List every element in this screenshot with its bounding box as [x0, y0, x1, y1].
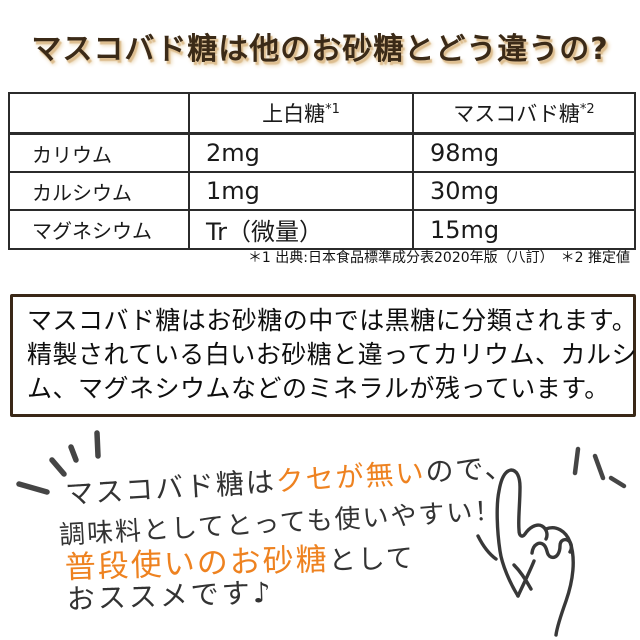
col-header-muscovado: マスコバド糖*2: [412, 92, 636, 135]
col-header-johakuto-label: 上白糖: [262, 102, 326, 126]
description-line: 精製されている白いお砂糖と違ってカリウム、カルシウ: [27, 340, 640, 369]
handwritten-line-4: おススメです♪: [66, 575, 275, 616]
muscovado-value: 98mg: [412, 132, 636, 173]
description-line: マスコバド糖はお砂糖の中では黒糖に分類されます。: [27, 306, 638, 335]
table-row-magnesium: マグネシウム Tr（微量） 15mg: [8, 209, 636, 250]
col-header-empty: [8, 92, 190, 135]
row-label: カリウム: [8, 132, 190, 173]
johakuto-value: 2mg: [188, 132, 414, 173]
page-title: マスコバド糖は他のお砂糖とどう違うの?: [31, 32, 609, 67]
emphasis-burst-left-icon: [16, 430, 101, 495]
pointing-hand-icon: [476, 446, 627, 637]
table-row-calcium: カルシウム 1mg 30mg: [8, 171, 636, 211]
col-header-muscovado-note: *2: [579, 102, 595, 117]
row-label: カルシウム: [8, 171, 190, 211]
muscovado-value: 30mg: [412, 171, 636, 211]
table-header-row: 上白糖*1 マスコバド糖*2: [8, 92, 636, 135]
description-line: ム、マグネシウムなどのミネラルが残っています。: [27, 374, 610, 403]
col-header-johakuto-note: *1: [325, 102, 340, 117]
johakuto-value: Tr（微量）: [188, 209, 414, 250]
handwritten-text-highlight: クセが無い: [274, 455, 427, 499]
table-row-potassium: カリウム 2mg 98mg: [8, 132, 636, 173]
handwritten-text: として: [328, 542, 416, 577]
table-footnote: ＊1 出典:日本食品標準成分表2020年版（八訂） ＊2 推定値: [247, 250, 630, 266]
emphasis-burst-right-icon: [572, 446, 627, 489]
johakuto-value: 1mg: [188, 171, 414, 211]
description-box: マスコバド糖はお砂糖の中では黒糖に分類されます。 精製されている白いお砂糖と違っ…: [10, 294, 640, 417]
row-label: マグネシウム: [8, 209, 190, 250]
mineral-comparison-table: 上白糖*1 マスコバド糖*2 カリウム 2mg 98mg カルシウム 1mg 3…: [8, 92, 636, 250]
col-header-johakuto: 上白糖*1: [188, 92, 414, 135]
handwritten-note: マスコバド糖はクセが無いので、 調味料としてとっても使いやすい！ 普段使いのお砂…: [0, 425, 640, 640]
muscovado-value: 15mg: [412, 209, 636, 250]
col-header-muscovado-label: マスコバド糖: [453, 102, 580, 126]
